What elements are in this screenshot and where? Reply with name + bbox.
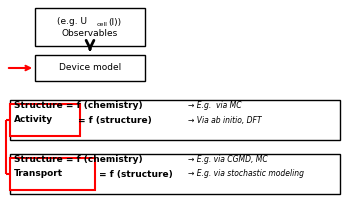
Bar	[35, 8, 145, 46]
Text: → E.g. via CGMD, MC: → E.g. via CGMD, MC	[188, 156, 268, 164]
Text: Activity: Activity	[14, 116, 53, 124]
Bar	[10, 104, 80, 136]
Text: = f (structure): = f (structure)	[99, 169, 173, 179]
Bar	[10, 158, 95, 190]
Text: Device model: Device model	[59, 63, 121, 73]
Text: cell: cell	[97, 22, 108, 27]
Bar	[35, 55, 145, 81]
Text: → E.g.  via MC: → E.g. via MC	[188, 101, 242, 110]
Text: Transport: Transport	[14, 169, 63, 179]
Text: → Via ab initio, DFT: → Via ab initio, DFT	[188, 116, 262, 124]
Text: Structure = f (chemistry): Structure = f (chemistry)	[14, 101, 143, 110]
Text: Structure = f (chemistry): Structure = f (chemistry)	[14, 156, 143, 164]
Bar	[10, 100, 340, 140]
Text: (e.g. U: (e.g. U	[57, 18, 87, 26]
Bar	[10, 154, 340, 194]
Text: → E.g. via stochastic modeling: → E.g. via stochastic modeling	[188, 169, 304, 179]
Text: = f (structure): = f (structure)	[78, 116, 152, 124]
Text: Observables: Observables	[62, 28, 118, 38]
Text: (I)): (I))	[108, 18, 121, 26]
